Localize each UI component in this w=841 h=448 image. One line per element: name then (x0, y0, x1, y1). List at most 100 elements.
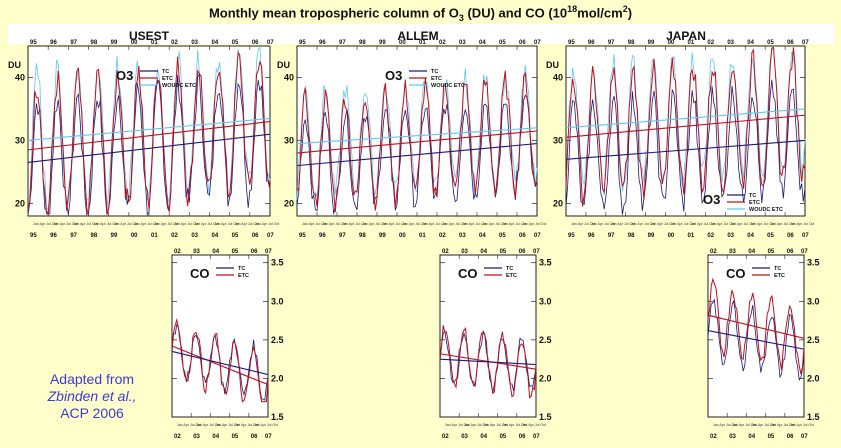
y-tick-label: 40 (553, 72, 563, 82)
month-mark: Jan Apr Jul Oct (174, 222, 198, 226)
x-tick-label-bottom: 98 (91, 233, 98, 239)
series-line-tc (439, 329, 537, 394)
x-tick-label-bottom: 06 (787, 233, 794, 239)
x-tick-label-bottom: 97 (608, 233, 615, 239)
month-mark: Jan Apr Jul Oct (302, 222, 326, 226)
month-mark: Jan Apr Jul Oct (442, 222, 466, 226)
species-label: O3 (116, 68, 133, 83)
legend-label: TC (431, 69, 438, 75)
plot-area (565, 45, 806, 217)
legend-box (456, 265, 528, 281)
x-tick-label-bottom: 04 (748, 434, 755, 440)
y-tick-label: 20 (553, 198, 563, 208)
x-tick-label-bottom: 04 (747, 233, 754, 239)
month-mark: Jan Apr Jul Oct (255, 222, 279, 226)
species-label: O3 (703, 192, 720, 207)
x-tick-label-bottom: 03 (459, 233, 466, 239)
x-tick-label-top: 99 (648, 40, 655, 46)
month-mark: Jan Apr Jul Oct (177, 423, 201, 427)
month-mark: Jan Apr Jul Oct (33, 222, 57, 226)
month-mark: Jan Apr Jul Oct (571, 222, 595, 226)
y-tick-label: 1.5 (539, 412, 552, 422)
legend-label: ETC (506, 273, 517, 279)
x-tick-label-bottom: 01 (688, 233, 695, 239)
region-label-usest: USEST (129, 29, 170, 43)
y-tick-label: 20 (284, 198, 294, 208)
series-line-tc (565, 79, 806, 215)
x-tick-label-bottom: 07 (267, 233, 274, 239)
x-tick-label-top: 02 (171, 40, 178, 46)
month-mark: Jan Apr Jul Oct (94, 222, 118, 226)
y-tick-label: 2.5 (539, 335, 552, 345)
y-tick-label: 3.0 (807, 296, 820, 306)
series-line-etc (296, 70, 538, 213)
x-tick-label-bottom: 06 (519, 233, 526, 239)
x-tick-label-top: 98 (359, 40, 366, 46)
x-tick-label-top: 02 (707, 40, 714, 46)
figure-title: Monthly mean tropospheric column of O3 (… (208, 4, 633, 23)
y-tick-label: 2.0 (807, 373, 820, 383)
month-mark: Jan Apr Jul Oct (732, 423, 756, 427)
x-tick-label-top: 06 (252, 40, 259, 46)
legend-box (188, 265, 260, 281)
month-mark: Jan Apr Jul Oct (402, 222, 426, 226)
y-tick-label: 1.5 (807, 412, 820, 422)
x-tick-label-bottom: 03 (191, 233, 198, 239)
x-tick-label-top: 06 (787, 249, 794, 255)
month-mark: Jan Apr Jul Oct (362, 222, 386, 226)
x-tick-label-bottom: 03 (193, 434, 200, 440)
legend-label: WOUDC ETC (749, 207, 783, 213)
x-tick-label-bottom: 07 (802, 233, 809, 239)
x-tick-label-top: 05 (500, 249, 507, 255)
month-mark: Jan Apr Jul Oct (591, 222, 615, 226)
x-tick-label-bottom: 05 (767, 233, 774, 239)
month-mark: Jan Apr Jul Oct (322, 222, 346, 226)
month-mark: Jan Apr Jul Oct (713, 423, 737, 427)
x-tick-label-top: 95 (30, 40, 37, 46)
x-tick-label-bottom: 07 (801, 434, 808, 440)
x-tick-label-bottom: 03 (461, 434, 468, 440)
x-tick-label-bottom: 95 (299, 233, 306, 239)
y-unit-label: DU (277, 60, 290, 70)
month-mark: Jan Apr Jul Oct (790, 222, 814, 226)
x-tick-label-bottom: 97 (339, 233, 346, 239)
x-tick-label-top: 99 (379, 40, 386, 46)
month-mark: Jan Apr Jul Oct (196, 423, 220, 427)
series-line-woudc-etc (27, 46, 271, 215)
month-mark: Jan Apr Jul Oct (342, 222, 366, 226)
trend-line-etc (707, 314, 805, 339)
x-tick-label-bottom: 02 (174, 434, 181, 440)
x-tick-label-bottom: 00 (668, 233, 675, 239)
x-tick-label-top: 04 (747, 40, 754, 46)
panel-usest-o3: 95 95 96 96 97 97 98 98 99 99 00 00 01 01 02 02 03 03 04 04… (8, 40, 279, 239)
x-tick-label-top: 98 (91, 40, 98, 46)
x-tick-label-top: 02 (442, 249, 449, 255)
x-tick-label-bottom: 06 (251, 434, 258, 440)
x-tick-label-bottom: 96 (588, 233, 595, 239)
y-tick-label: 30 (284, 135, 294, 145)
trend-line-tc (171, 350, 269, 376)
x-tick-label-bottom: 04 (212, 233, 219, 239)
x-tick-label-top: 00 (668, 40, 675, 46)
x-tick-label-bottom: 00 (399, 233, 406, 239)
legend-label: ETC (774, 273, 785, 279)
x-tick-label-top: 03 (193, 249, 200, 255)
x-tick-label-top: 04 (748, 249, 755, 255)
trend-line-woudc-etc (296, 127, 538, 145)
y-tick-label: 3.5 (807, 258, 820, 268)
legend-label: TC (506, 266, 513, 272)
region-label-japan: JAPAN (666, 29, 706, 43)
month-mark: Jan Apr Jul Oct (134, 222, 158, 226)
y-tick-label: 2.0 (539, 373, 552, 383)
y-tick-label: 3.5 (539, 258, 552, 268)
y-tick-label: 40 (284, 72, 294, 82)
y-tick-label: 40 (15, 72, 25, 82)
x-tick-label-bottom: 96 (50, 233, 57, 239)
x-tick-label-top: 01 (688, 40, 695, 46)
x-tick-label-top: 05 (499, 40, 506, 46)
y-unit-label: DU (546, 60, 559, 70)
trend-line-etc (565, 114, 806, 138)
